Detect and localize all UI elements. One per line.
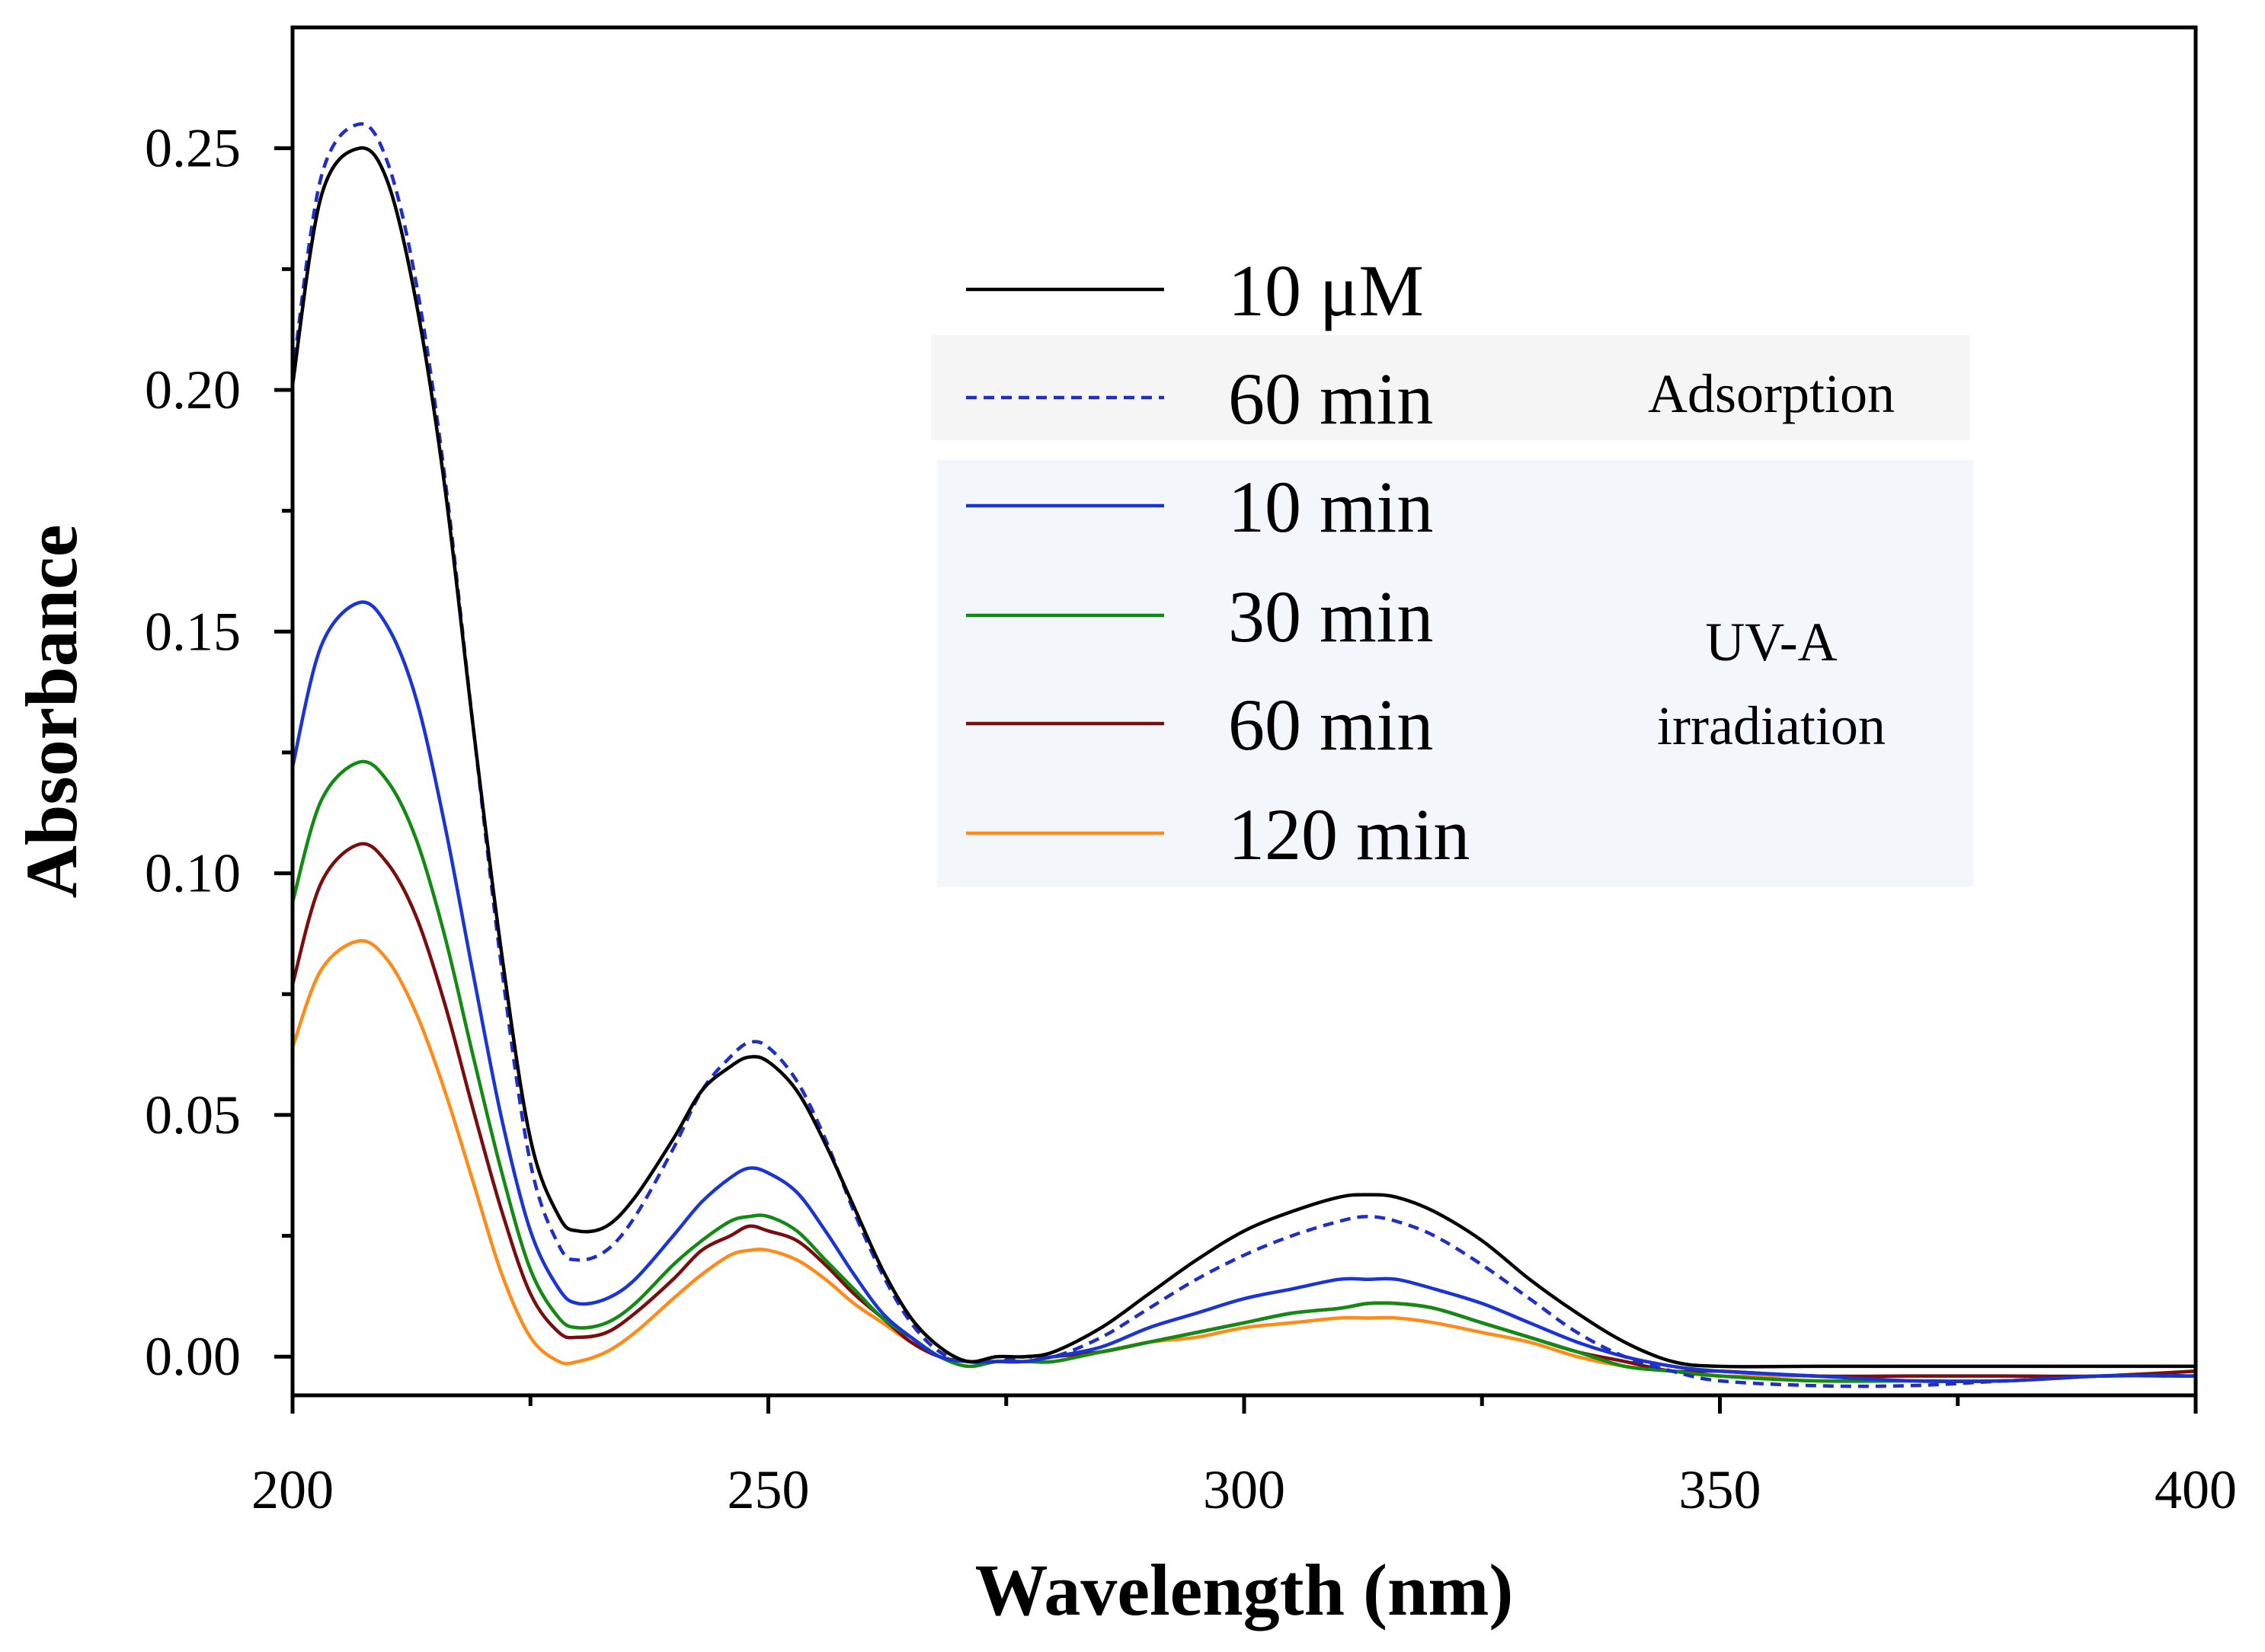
series-line-4 xyxy=(290,842,2196,1379)
legend-label-1: 60 min xyxy=(1228,358,1433,439)
legend-label-3: 30 min xyxy=(1228,576,1433,657)
legend-label-2: 10 min xyxy=(1228,466,1433,548)
legend-group-label-uva-line2: irradiation xyxy=(1657,695,1886,756)
series-line-1 xyxy=(290,122,2196,1388)
y-tick-label: 0.05 xyxy=(145,1085,241,1146)
y-axis: 0.00 0.05 0.10 0.15 0.20 0.25 xyxy=(145,118,293,1387)
y-tick-label: 0.25 xyxy=(145,118,241,179)
series-line-5 xyxy=(290,938,2196,1383)
y-axis-title: Absorbance xyxy=(11,525,92,899)
x-axis: 200 250 300 350 400 xyxy=(251,1395,2237,1520)
y-tick-label: 0.20 xyxy=(145,359,241,420)
series-layer xyxy=(290,122,2196,1388)
y-tick-label: 0.10 xyxy=(145,843,241,904)
x-tick-label: 400 xyxy=(2155,1459,2237,1520)
y-tick-label: 0.15 xyxy=(145,601,241,662)
x-tick-label: 200 xyxy=(251,1459,334,1520)
series-line-0 xyxy=(290,146,2196,1369)
y-tick-label: 0.00 xyxy=(145,1326,241,1387)
legend-label-0: 10 μM xyxy=(1228,250,1424,331)
legend-label-5: 120 min xyxy=(1228,794,1470,875)
x-axis-title: Wavelength (nm) xyxy=(975,1549,1514,1631)
legend: 10 μM 60 min 10 min 30 min 60 min 120 min xyxy=(966,250,1470,875)
legend-group-backgrounds xyxy=(931,335,1973,887)
x-tick-label: 250 xyxy=(728,1459,810,1520)
legend-adsorption-background xyxy=(931,335,1970,440)
legend-label-4: 60 min xyxy=(1228,684,1433,765)
x-tick-label: 300 xyxy=(1203,1459,1285,1520)
legend-group-label-uva-line1: UV-A xyxy=(1705,612,1837,673)
x-tick-label: 350 xyxy=(1679,1459,1761,1520)
legend-group-label-adsorption: Adsorption xyxy=(1648,363,1895,424)
legend-uva-background xyxy=(937,460,1973,887)
